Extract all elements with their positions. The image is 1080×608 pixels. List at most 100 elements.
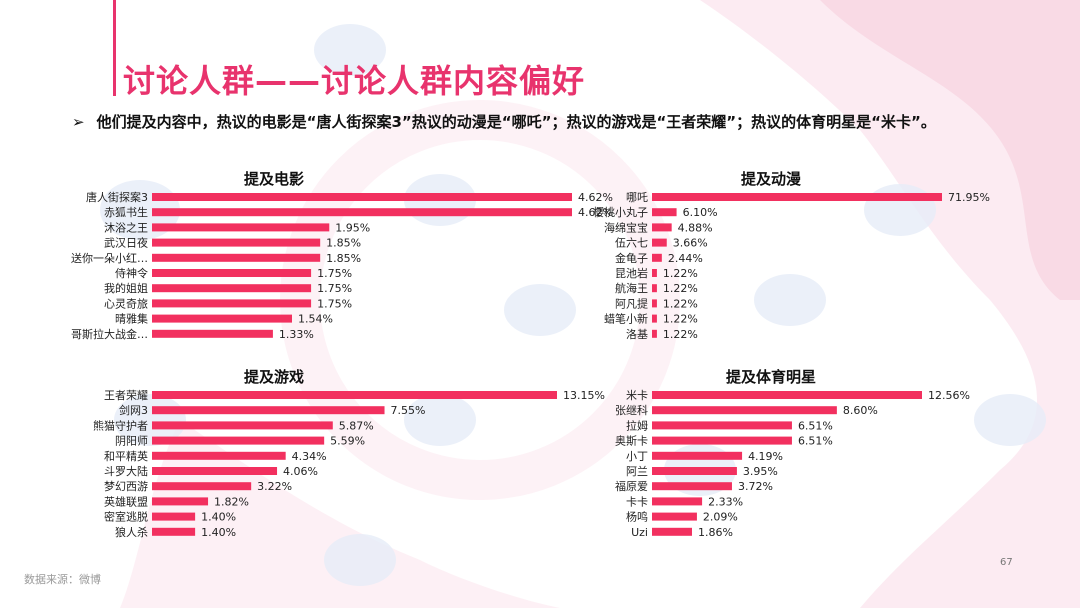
- value-label-athletes: 6.51%: [798, 419, 833, 432]
- bar-anime: [652, 314, 657, 323]
- category-label-games: 王者荣耀: [104, 389, 148, 402]
- bar-anime: [652, 253, 662, 262]
- category-label-movies: 沐浴之王: [104, 220, 148, 234]
- value-label-games: 5.59%: [330, 435, 365, 448]
- category-label-anime: 哪吒: [626, 191, 648, 204]
- bar-movies: [152, 223, 330, 232]
- value-label-anime: 6.10%: [683, 206, 718, 219]
- value-label-games: 4.34%: [292, 450, 327, 463]
- summary-text: ➢ 他们提及内容中，热议的电影是“唐人街探案3”热议的动漫是“哪吒”；热议的游戏是…: [72, 111, 936, 132]
- category-label-anime: 蜡笔小新: [604, 312, 648, 326]
- value-label-anime: 1.22%: [663, 282, 698, 295]
- value-label-movies: 1.95%: [335, 221, 370, 234]
- category-label-athletes: 福原爱: [615, 479, 648, 493]
- bar-athletes: [652, 451, 743, 460]
- category-label-games: 阴阳师: [115, 435, 148, 448]
- bar-movies: [152, 238, 321, 247]
- bar-movies: [152, 329, 273, 338]
- category-label-athletes: 奥斯卡: [615, 434, 648, 448]
- bar-anime: [652, 208, 677, 217]
- category-label-athletes: 阿兰: [626, 465, 648, 478]
- bar-anime: [652, 269, 657, 277]
- category-label-movies: 晴雅集: [115, 312, 148, 326]
- category-label-games: 梦幻西游: [104, 480, 148, 493]
- value-label-athletes: 4.19%: [748, 450, 783, 463]
- value-label-anime: 1.22%: [663, 297, 698, 310]
- value-label-athletes: 3.72%: [738, 480, 773, 493]
- chart-title-movies: 提及电影: [243, 170, 304, 188]
- bar-games: [152, 467, 278, 475]
- value-label-games: 1.82%: [214, 495, 249, 508]
- value-label-anime: 4.88%: [678, 221, 713, 234]
- bar-games: [152, 497, 209, 506]
- category-label-movies: 侍神令: [115, 266, 148, 280]
- value-label-anime: 3.66%: [673, 237, 708, 250]
- bar-movies: [152, 314, 292, 323]
- bar-games: [152, 391, 557, 399]
- page-title: 讨论人群——讨论人群内容偏好: [123, 62, 586, 100]
- bar-athletes: [652, 391, 922, 399]
- category-label-athletes: 小丁: [626, 450, 648, 463]
- category-label-games: 熊猫守护者: [93, 418, 148, 432]
- value-label-movies: 4.62%: [578, 206, 613, 219]
- value-label-movies: 1.85%: [326, 237, 361, 250]
- category-label-movies: 我的姐姐: [104, 281, 148, 295]
- category-label-movies: 哥斯拉大战金…: [71, 327, 148, 341]
- bar-anime: [652, 223, 672, 232]
- bar-athletes: [652, 467, 737, 475]
- category-label-games: 英雄联盟: [104, 494, 148, 508]
- category-label-movies: 唐人街探案3: [86, 190, 148, 204]
- value-label-games: 1.40%: [201, 511, 236, 524]
- category-label-games: 剑网3: [119, 403, 148, 417]
- category-label-anime: 金龟子: [615, 251, 648, 265]
- category-label-anime: 海绵宝宝: [604, 220, 648, 234]
- value-label-movies: 1.85%: [326, 252, 361, 265]
- category-label-athletes: Uzi: [631, 526, 648, 539]
- value-label-movies: 1.75%: [317, 267, 352, 280]
- category-label-anime: 樱桃小丸子: [593, 205, 648, 219]
- value-label-games: 7.55%: [391, 404, 426, 417]
- category-label-games: 和平精英: [104, 449, 148, 463]
- summary-sentence: 他们提及内容中，热议的电影是“唐人街探案3”热议的动漫是“哪吒”；热议的游戏是“…: [96, 113, 936, 131]
- chart-title-athletes: 提及体育明星: [725, 368, 816, 386]
- bar-movies: [152, 284, 312, 293]
- bar-movies: [152, 253, 321, 262]
- category-label-movies: 赤狐书生: [104, 205, 148, 219]
- value-label-games: 1.40%: [201, 526, 236, 539]
- bar-athletes: [652, 406, 837, 415]
- value-label-athletes: 8.60%: [843, 404, 878, 417]
- value-label-anime: 2.44%: [668, 252, 703, 265]
- value-label-movies: 1.75%: [317, 282, 352, 295]
- bar-movies: [152, 269, 312, 277]
- category-label-athletes: 张继科: [615, 403, 648, 417]
- value-label-games: 3.22%: [257, 480, 292, 493]
- bar-anime: [652, 284, 657, 293]
- value-label-movies: 1.33%: [279, 328, 314, 341]
- bar-athletes: [652, 497, 703, 506]
- bar-games: [152, 527, 196, 536]
- bar-athletes: [652, 527, 692, 536]
- bar-athletes: [652, 421, 792, 430]
- bar-anime: [652, 329, 657, 338]
- bar-games: [152, 406, 385, 415]
- bar-games: [152, 421, 333, 430]
- category-label-games: 狼人杀: [115, 525, 148, 539]
- bar-athletes: [652, 436, 792, 445]
- page-number: 67: [1000, 557, 1013, 568]
- category-label-athletes: 卡卡: [626, 495, 648, 508]
- bullet-arrow-icon: ➢: [72, 113, 85, 131]
- bar-anime: [652, 238, 667, 247]
- category-label-anime: 洛基: [626, 327, 648, 341]
- chart-title-anime: 提及动漫: [740, 170, 801, 188]
- bar-movies: [152, 299, 312, 308]
- bar-games: [152, 436, 325, 445]
- chart-title-games: 提及游戏: [243, 368, 304, 386]
- bar-athletes: [652, 512, 697, 521]
- category-label-athletes: 米卡: [626, 389, 648, 402]
- value-label-anime: 1.22%: [663, 328, 698, 341]
- category-label-anime: 伍六七: [615, 237, 648, 250]
- bar-movies: [152, 193, 572, 201]
- category-label-anime: 阿凡提: [615, 297, 648, 310]
- value-label-anime: 1.22%: [663, 313, 698, 326]
- value-label-athletes: 3.95%: [743, 465, 778, 478]
